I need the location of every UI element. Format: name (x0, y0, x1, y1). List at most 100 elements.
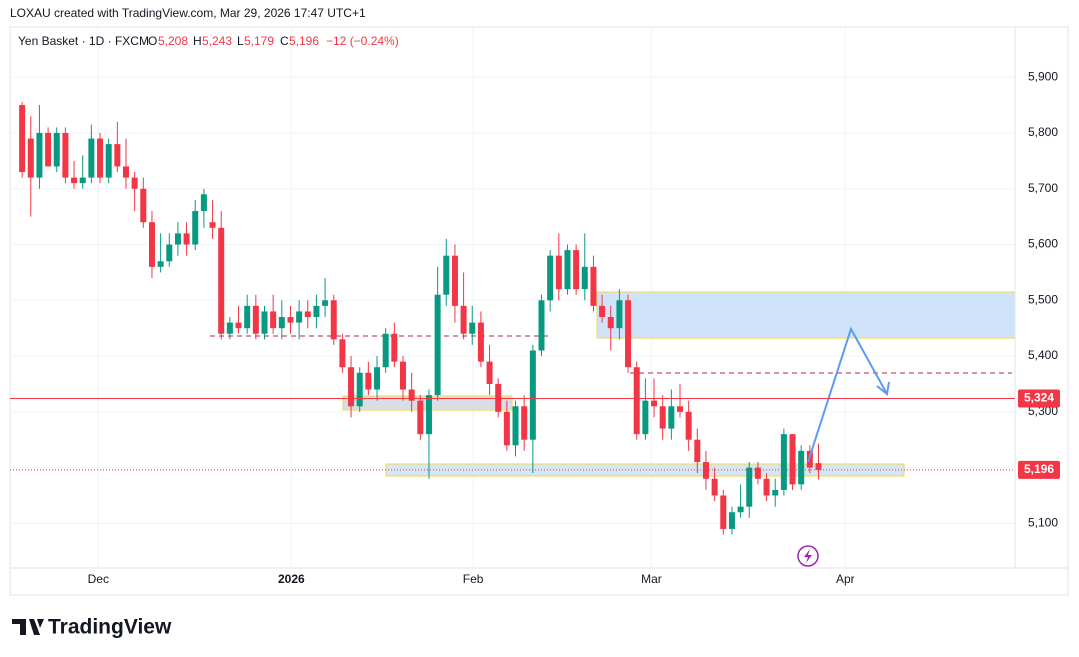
candle-body (192, 211, 199, 245)
candle-body (564, 250, 571, 290)
candle-body (356, 372, 363, 407)
candle-body (365, 372, 372, 390)
x-tick-label: Dec (88, 572, 109, 586)
frame (9, 26, 1069, 596)
candle-body (391, 333, 398, 362)
candle-body (737, 506, 744, 513)
candle-body (278, 317, 285, 329)
candle-body (270, 311, 277, 329)
candle-body (538, 300, 545, 351)
candle-body (200, 194, 207, 212)
candle-body (694, 439, 701, 463)
candle-body (27, 138, 34, 178)
candle-body (677, 406, 683, 412)
candle-body (772, 489, 779, 496)
candle-body (529, 350, 536, 440)
candle-body (702, 462, 709, 479)
candle-body (668, 406, 675, 429)
low-label: L (237, 34, 244, 48)
candle-body (417, 400, 424, 435)
candle-body (218, 227, 225, 334)
candles (19, 102, 822, 535)
candle-body (235, 322, 242, 329)
y-tick-label: 5,400 (1028, 348, 1058, 362)
candle-body (460, 305, 467, 334)
candle-body (495, 383, 502, 412)
candle-body (114, 144, 121, 167)
candle-body (590, 266, 597, 306)
candle-body (659, 406, 666, 429)
candle-body (131, 177, 138, 189)
change: −12 (−0.24%) (326, 34, 399, 48)
candle-body (642, 400, 649, 435)
candle-body (399, 361, 406, 390)
candle-body (157, 261, 164, 267)
candle-body (408, 389, 415, 401)
open-label: O (148, 34, 157, 48)
y-tick-label: 5,300 (1028, 404, 1058, 418)
candle-body (443, 255, 450, 295)
candle-body (651, 400, 658, 407)
candle-body (174, 233, 181, 245)
low: 5,179 (244, 34, 274, 48)
candle-body (763, 478, 770, 496)
candle-body (728, 512, 735, 529)
candle-body (503, 411, 510, 446)
close-label: C (280, 34, 289, 48)
candle-body (148, 222, 155, 267)
candle-body (607, 317, 614, 329)
x-tick-label: 2026 (278, 572, 305, 586)
candle-body (521, 406, 528, 440)
candle-body (339, 339, 346, 368)
price-label-bg (1018, 389, 1060, 408)
candle-body (477, 322, 484, 362)
zone (596, 291, 1016, 339)
y-tick-label: 5,700 (1028, 181, 1058, 195)
y-tick-label: 5,500 (1028, 292, 1058, 306)
high: 5,243 (202, 34, 232, 48)
candle-body (71, 177, 78, 184)
candle-body (434, 294, 441, 396)
brand-logo (12, 619, 44, 635)
candle-body (616, 300, 623, 329)
candle-body (183, 233, 190, 245)
y-tick-label: 5,600 (1028, 237, 1058, 251)
projection-arrow (807, 326, 888, 463)
candle-body (62, 132, 69, 178)
candle-body (633, 367, 640, 435)
candle-body (599, 305, 606, 318)
candle-body (105, 144, 112, 178)
candle-body (287, 317, 294, 323)
candle-body (711, 478, 718, 496)
candle-body (625, 300, 632, 368)
x-tick-label: Apr (836, 572, 855, 586)
x-tick-label: Feb (463, 572, 484, 586)
candle-body (252, 305, 259, 334)
candle-body (261, 311, 268, 334)
candle-body (313, 305, 320, 318)
legend: Yen Basket · 1D · FXCM O 5,208 H 5,243 L… (18, 34, 399, 48)
high-label: H (193, 34, 202, 48)
y-tick-label: 5,100 (1028, 516, 1058, 530)
candle-body (720, 495, 727, 529)
candle-body (79, 177, 86, 184)
candle-body (304, 311, 311, 318)
candle-body (296, 311, 303, 323)
candle-body (425, 395, 432, 435)
candle-body (754, 467, 761, 479)
candle-body (685, 411, 692, 440)
candle-body (555, 255, 562, 290)
candle-body (382, 333, 389, 368)
candle-body (547, 255, 554, 301)
candle-body (53, 132, 60, 167)
candle-body (469, 322, 476, 334)
candle-body (88, 138, 95, 178)
candle-body (815, 463, 822, 470)
candle-body (348, 367, 355, 407)
arrow-head (876, 381, 890, 396)
candle-body (451, 255, 458, 306)
candle-body (486, 361, 493, 384)
price-label-bg (1018, 460, 1060, 479)
candle-body (330, 300, 337, 340)
